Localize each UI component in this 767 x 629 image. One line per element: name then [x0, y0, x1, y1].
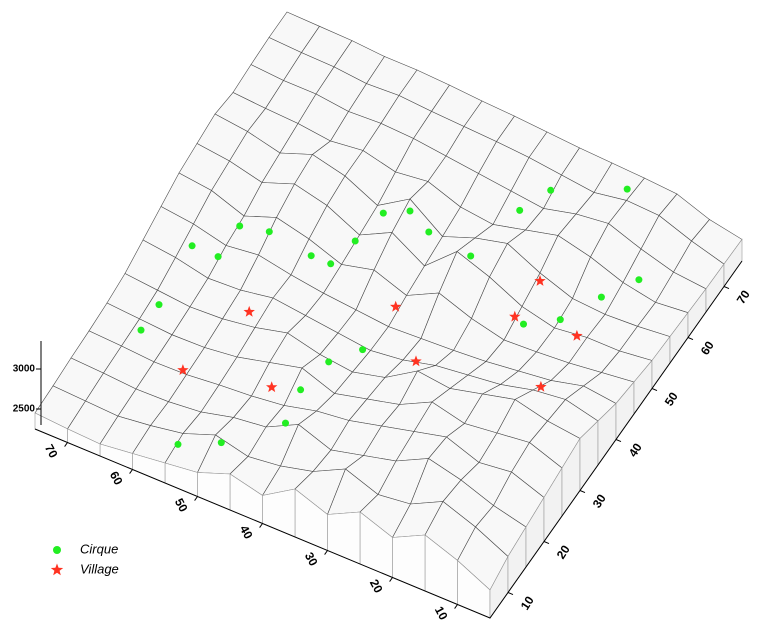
cirque-marker [547, 187, 554, 194]
cirque-marker [598, 294, 605, 301]
cirque-marker [467, 253, 474, 260]
x-tick [260, 524, 263, 528]
village-marker [51, 564, 63, 576]
x-tick-label: 40 [237, 523, 256, 542]
cirque-marker [520, 321, 527, 328]
x-tick-label: 70 [42, 442, 61, 461]
cirque-marker [236, 223, 243, 230]
y-tick [580, 491, 585, 493]
cirque-marker [308, 252, 315, 259]
chart: 10 20 30 40 50 60 70 10 20 30 40 50 60 70 2500 3000 Cirq… [0, 0, 767, 629]
cirque-marker [156, 301, 163, 308]
side-wall [198, 473, 231, 511]
cirque-marker [189, 242, 196, 249]
cirque-marker [380, 210, 387, 217]
x-tick [195, 497, 198, 501]
z-tick-label: 3000 [13, 364, 36, 375]
side-wall [393, 535, 426, 591]
x-tick-label: 20 [367, 577, 386, 596]
cirque-marker [359, 346, 366, 353]
cirque-marker [407, 208, 414, 215]
y-tick-label: 40 [626, 440, 645, 459]
cirque-marker [557, 316, 564, 323]
legend-label: Village [80, 561, 119, 576]
cirque-marker [297, 386, 304, 393]
x-tick [325, 551, 328, 555]
cirque-marker [327, 260, 334, 267]
y-tick [544, 542, 549, 544]
y-tick-label: 30 [590, 491, 609, 510]
y-tick [688, 338, 693, 340]
cirque-marker [53, 546, 61, 554]
y-tick-label: 20 [554, 542, 573, 561]
cirque-marker [215, 253, 222, 260]
x-tick-label: 10 [432, 604, 451, 623]
y-tick-label: 10 [518, 593, 537, 612]
y-tick-label: 50 [662, 389, 681, 408]
x-tick [390, 578, 393, 582]
x-tick [65, 443, 68, 447]
y-tick [508, 593, 513, 595]
cirque-marker [175, 441, 182, 448]
y-tick-label: 70 [734, 287, 753, 306]
x-tick-label: 30 [302, 550, 321, 569]
x-tick [455, 605, 458, 609]
cirque-marker [218, 439, 225, 446]
side-wall [328, 512, 361, 564]
y-tick [724, 287, 729, 289]
y-tick [652, 389, 657, 391]
y-tick-label: 60 [698, 338, 717, 357]
cirque-marker [635, 276, 642, 283]
legend-label: Cirque [80, 541, 118, 556]
cirque-marker [516, 207, 523, 214]
cirque-marker [425, 229, 432, 236]
cirque-marker [352, 238, 359, 245]
x-tick-label: 50 [172, 496, 191, 515]
y-tick [616, 440, 621, 442]
cirque-marker [624, 186, 631, 193]
x-tick-label: 60 [107, 469, 126, 488]
x-tick [130, 470, 133, 474]
cirque-marker [266, 228, 273, 235]
cirque-marker [325, 358, 332, 365]
cirque-marker [282, 420, 289, 427]
z-tick-label: 2500 [13, 404, 36, 415]
cirque-marker [138, 327, 145, 334]
